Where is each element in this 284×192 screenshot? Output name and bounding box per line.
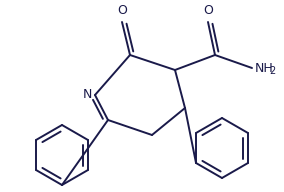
Text: N: N	[83, 89, 92, 102]
Text: O: O	[117, 4, 127, 17]
Text: 2: 2	[269, 66, 275, 76]
Text: NH: NH	[255, 61, 274, 74]
Text: O: O	[203, 4, 213, 17]
